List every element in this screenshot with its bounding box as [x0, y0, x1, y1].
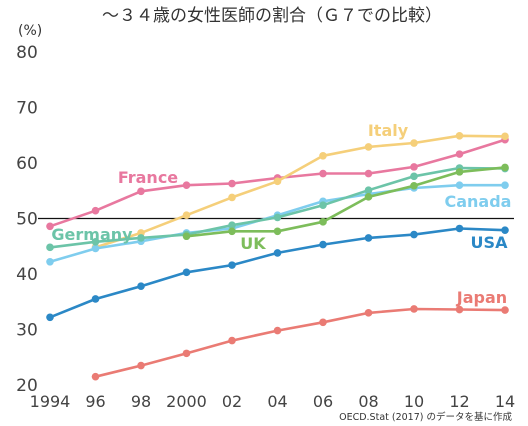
data-point: [319, 240, 327, 249]
data-point: [273, 227, 282, 236]
data-point: [46, 243, 54, 252]
data-point: [364, 309, 373, 317]
data-point: [410, 181, 418, 190]
series-labels: France Italy Canada Germany UK USA Japan: [51, 121, 511, 307]
data-point: [137, 282, 145, 291]
y-tick-label: 70: [16, 99, 38, 119]
data-point: [228, 227, 236, 236]
series-usa: [46, 224, 509, 322]
data-point: [455, 150, 464, 158]
series-label-germany: Germany: [51, 225, 133, 244]
data-point: [91, 206, 100, 215]
data-point: [46, 313, 54, 322]
data-point: [455, 168, 464, 176]
series-label-uk: UK: [240, 234, 266, 253]
data-point: [410, 163, 418, 171]
x-tick-label: 2000: [166, 392, 207, 411]
data-point: [501, 163, 509, 172]
data-point: [273, 249, 282, 257]
data-point: [91, 238, 100, 246]
series-uk: [182, 163, 509, 241]
data-point: [410, 139, 418, 147]
data-point: [91, 244, 100, 253]
data-point: [137, 234, 145, 242]
x-tick-label: 08: [358, 392, 378, 411]
data-point: [137, 187, 145, 196]
source-note: OECD.Stat (2017) のデータを基に作成: [339, 411, 512, 423]
data-point: [182, 181, 191, 189]
y-unit-label: (%): [18, 23, 42, 39]
y-tick-label: 30: [16, 321, 38, 341]
data-point: [319, 218, 327, 226]
y-axis-ticks: 20 30 40 50 60 70 80: [16, 43, 38, 396]
data-point: [273, 326, 282, 335]
data-point: [410, 305, 418, 313]
data-point: [364, 234, 373, 242]
series-line-italy: [94, 134, 507, 249]
series-japan: [91, 305, 509, 381]
data-point: [501, 306, 509, 314]
y-tick-label: 80: [16, 43, 38, 63]
series-label-japan: Japan: [456, 288, 507, 307]
data-point: [228, 336, 236, 345]
data-point: [319, 318, 327, 327]
y-tick-label: 50: [16, 210, 38, 230]
y-tick-label: 60: [16, 154, 38, 174]
y-tick-label: 40: [16, 265, 38, 285]
data-point: [182, 211, 191, 219]
series-label-canada: Canada: [445, 192, 512, 211]
data-point: [91, 295, 100, 303]
chart-title: ～３４歳の女性医師の割合（Ｇ７での比較）: [102, 6, 442, 26]
x-tick-label: 10: [404, 392, 424, 411]
data-point: [501, 226, 509, 234]
data-point: [455, 132, 464, 140]
data-point: [410, 230, 418, 239]
data-point: [319, 151, 327, 160]
series-label-italy: Italy: [368, 121, 409, 140]
data-point: [364, 169, 373, 178]
data-point: [455, 305, 464, 314]
data-point: [46, 222, 54, 231]
y-tick-label: 20: [16, 376, 38, 396]
x-tick-label: 96: [85, 392, 105, 411]
x-tick-label: 98: [131, 392, 151, 411]
series-label-usa: USA: [471, 233, 509, 252]
data-point: [455, 181, 464, 189]
data-point: [364, 186, 373, 194]
series-line-japan: [94, 307, 507, 379]
data-point: [137, 361, 145, 370]
data-point: [182, 232, 191, 241]
data-point: [455, 224, 464, 233]
series-lines: [46, 132, 509, 381]
series-line-uk: [185, 166, 507, 238]
data-point: [501, 132, 509, 141]
data-point: [46, 257, 54, 266]
data-point: [91, 372, 100, 381]
x-tick-label: 14: [495, 392, 515, 411]
data-point: [228, 193, 236, 202]
data-point: [228, 179, 236, 188]
x-tick-label: 04: [267, 392, 287, 411]
x-tick-label: 12: [449, 392, 469, 411]
data-point: [410, 172, 418, 181]
series-label-france: France: [118, 168, 178, 187]
data-point: [319, 169, 327, 178]
x-tick-label: 1994: [30, 392, 71, 411]
data-point: [182, 349, 191, 358]
data-point: [273, 177, 282, 186]
data-point: [364, 193, 373, 201]
data-point: [319, 201, 327, 209]
x-axis-ticks: 1994 96 98 2000 02 04 06 08 10 12 14: [30, 392, 516, 411]
x-tick-label: 06: [313, 392, 333, 411]
data-point: [228, 221, 236, 229]
data-point: [228, 261, 236, 269]
data-point: [501, 181, 509, 189]
data-point: [273, 213, 282, 222]
data-point: [364, 143, 373, 151]
x-tick-label: 02: [222, 392, 242, 411]
data-point: [182, 268, 191, 277]
